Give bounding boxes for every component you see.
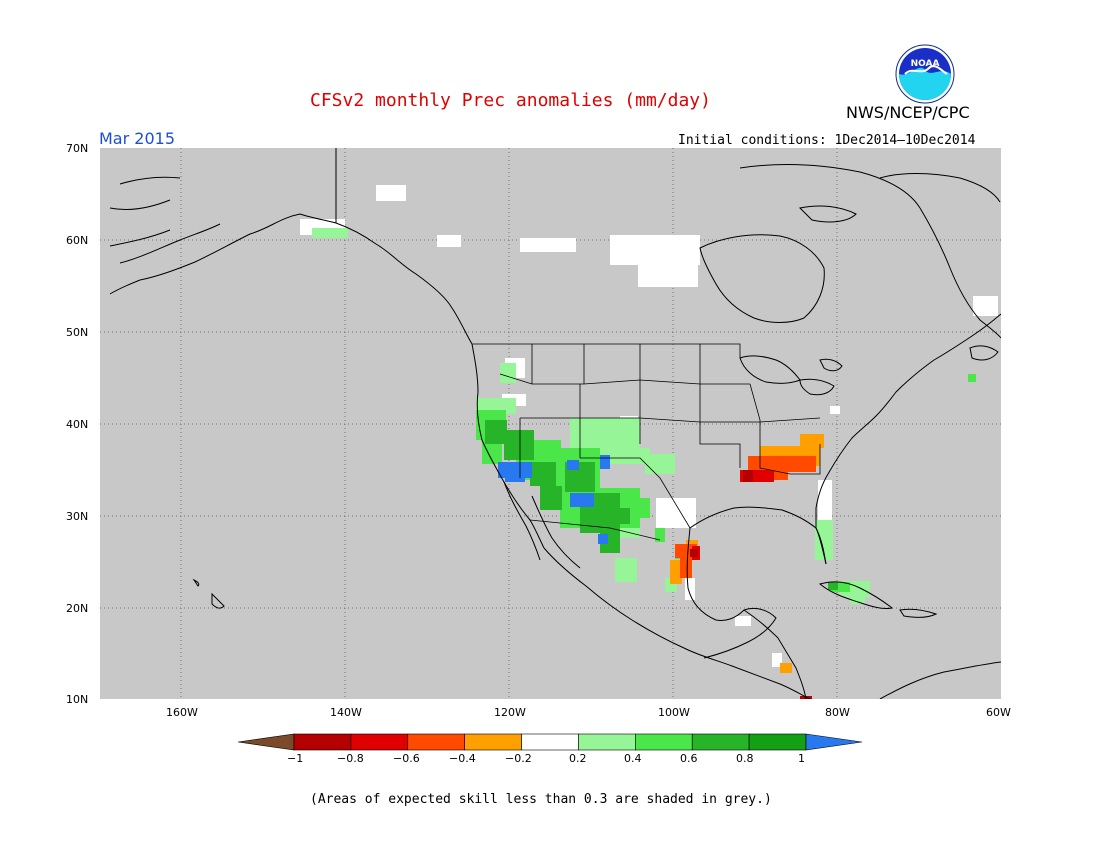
- colorbar-label: 0.6: [680, 752, 698, 765]
- colorbar-label: −0.2: [505, 752, 532, 765]
- colorbar-segment: [407, 733, 465, 751]
- colorbar-segment: [748, 733, 807, 751]
- colorbar-label: 0.8: [736, 752, 754, 765]
- colorbar-label: −0.6: [393, 752, 420, 765]
- colorbar-low-extend: [238, 733, 295, 751]
- initial-conditions: Initial conditions: 1Dec2014—10Dec2014: [678, 133, 976, 148]
- blue-anomaly-areas: [498, 455, 610, 544]
- colorbar-label: 1: [798, 752, 805, 765]
- lon-label: 80W: [825, 706, 850, 719]
- light-green-anomaly-areas: [312, 228, 870, 604]
- lon-label: 120W: [494, 706, 526, 719]
- dark-green-anomaly-areas: [485, 420, 838, 590]
- lat-label: 30N: [66, 510, 89, 523]
- colorbar-label: 0.2: [569, 752, 587, 765]
- colorbar-label: 0.4: [624, 752, 642, 765]
- lat-label: 10N: [66, 693, 89, 706]
- colorbar-label: −1: [287, 752, 304, 765]
- color-bar: [238, 733, 862, 751]
- colorbar-segment: [635, 733, 693, 751]
- map-background: [100, 148, 1001, 699]
- skill-note: (Areas of expected skill less than 0.3 a…: [310, 792, 772, 807]
- lon-label: 140W: [330, 706, 362, 719]
- lat-label: 70N: [66, 142, 89, 155]
- agency-label: NWS/NCEP/CPC: [846, 103, 970, 122]
- forecast-map: [100, 148, 1001, 699]
- lat-label: 40N: [66, 418, 89, 431]
- colorbar-segment: [350, 733, 409, 751]
- colorbar-segment: [293, 733, 352, 751]
- map-title: CFSv2 monthly Prec anomalies (mm/day): [310, 90, 711, 111]
- noaa-logo: NOAA: [895, 44, 955, 104]
- forecast-month: Mar 2015: [99, 129, 175, 148]
- lon-label: 100W: [658, 706, 690, 719]
- colorbar-segment: [464, 733, 522, 751]
- lon-label: 160W: [166, 706, 198, 719]
- colorbar-segment: [578, 733, 636, 751]
- lat-label: 60N: [66, 234, 89, 247]
- lat-label: 50N: [66, 326, 89, 339]
- noaa-logo-text: NOAA: [911, 59, 940, 69]
- coastlines: [109, 148, 1001, 699]
- lat-label: 20N: [66, 602, 89, 615]
- colorbar-label: −0.8: [337, 752, 364, 765]
- political-boundaries: [472, 343, 821, 541]
- colorbar-segment: [521, 733, 579, 751]
- colorbar-label: −0.4: [449, 752, 476, 765]
- colorbar-high-extend: [805, 733, 862, 751]
- lon-label: 60W: [986, 706, 1011, 719]
- color-bar-segments: [238, 733, 862, 751]
- colorbar-segment: [691, 733, 750, 751]
